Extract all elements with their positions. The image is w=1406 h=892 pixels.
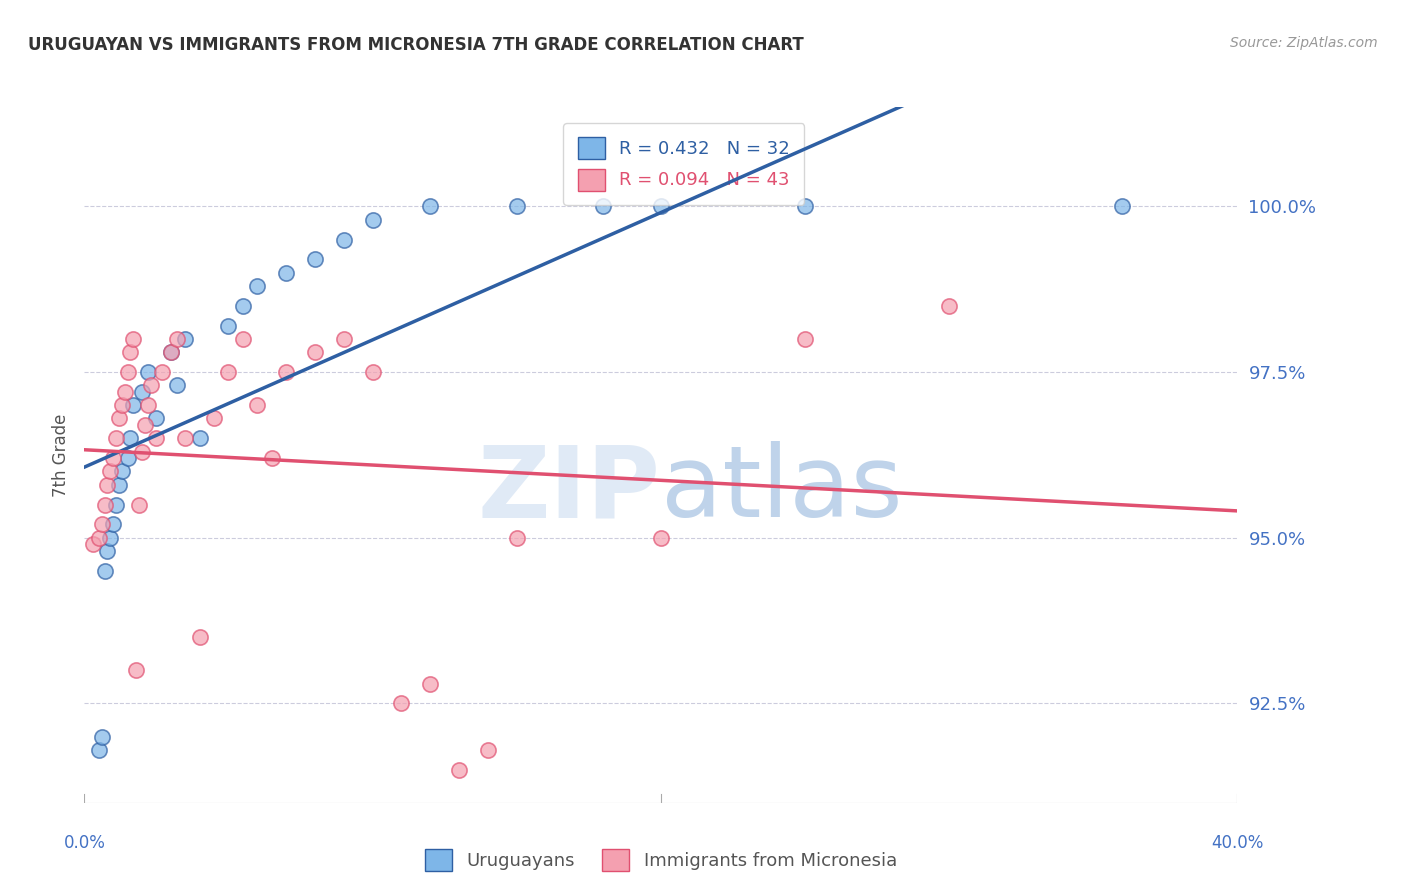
Point bbox=[136, 365, 159, 379]
Point bbox=[166, 378, 188, 392]
Point bbox=[650, 199, 672, 213]
Point bbox=[111, 465, 134, 479]
Point bbox=[160, 345, 183, 359]
Point bbox=[90, 730, 112, 744]
Point bbox=[117, 365, 139, 379]
Point bbox=[188, 630, 211, 644]
Point bbox=[96, 544, 118, 558]
Point bbox=[174, 431, 197, 445]
Point bbox=[108, 477, 131, 491]
Point bbox=[145, 411, 167, 425]
Point bbox=[128, 498, 150, 512]
Point bbox=[103, 517, 124, 532]
Text: Source: ZipAtlas.com: Source: ZipAtlas.com bbox=[1230, 36, 1378, 50]
Point bbox=[218, 318, 240, 333]
Point bbox=[1111, 199, 1133, 213]
Point bbox=[650, 531, 672, 545]
Point bbox=[477, 743, 499, 757]
Legend: Uruguayans, Immigrants from Micronesia: Uruguayans, Immigrants from Micronesia bbox=[418, 842, 904, 879]
Point bbox=[111, 398, 134, 412]
Point bbox=[938, 299, 960, 313]
Point bbox=[150, 365, 173, 379]
Legend: R = 0.432   N = 32, R = 0.094   N = 43: R = 0.432 N = 32, R = 0.094 N = 43 bbox=[564, 123, 804, 205]
Point bbox=[120, 345, 142, 359]
Point bbox=[188, 431, 211, 445]
Point bbox=[304, 345, 326, 359]
Point bbox=[125, 663, 148, 677]
Point bbox=[333, 233, 356, 247]
Point bbox=[108, 411, 131, 425]
Point bbox=[246, 398, 269, 412]
Point bbox=[87, 743, 110, 757]
Point bbox=[592, 199, 614, 213]
Point bbox=[391, 697, 413, 711]
Point bbox=[361, 212, 384, 227]
Point bbox=[131, 444, 153, 458]
Text: atlas: atlas bbox=[661, 442, 903, 538]
Point bbox=[90, 517, 112, 532]
Point bbox=[96, 477, 118, 491]
Point bbox=[93, 564, 115, 578]
Point bbox=[246, 279, 269, 293]
Point bbox=[794, 199, 817, 213]
Point bbox=[87, 531, 110, 545]
Point bbox=[136, 398, 159, 412]
Point bbox=[333, 332, 356, 346]
Point bbox=[304, 252, 326, 267]
Point bbox=[122, 332, 145, 346]
Point bbox=[105, 498, 128, 512]
Point bbox=[449, 763, 471, 777]
Text: ZIP: ZIP bbox=[478, 442, 661, 538]
Point bbox=[794, 332, 817, 346]
Point bbox=[120, 431, 142, 445]
Point bbox=[218, 365, 240, 379]
Point bbox=[117, 451, 139, 466]
Point bbox=[202, 411, 225, 425]
Point bbox=[506, 199, 529, 213]
Point bbox=[145, 431, 167, 445]
Point bbox=[122, 398, 145, 412]
Text: 0.0%: 0.0% bbox=[63, 834, 105, 852]
Point bbox=[232, 332, 254, 346]
Point bbox=[166, 332, 188, 346]
Point bbox=[160, 345, 183, 359]
Point bbox=[131, 384, 153, 399]
Point bbox=[139, 378, 162, 392]
Point bbox=[98, 465, 121, 479]
Point bbox=[361, 365, 384, 379]
Point bbox=[276, 365, 298, 379]
Text: 40.0%: 40.0% bbox=[1211, 834, 1264, 852]
Point bbox=[506, 531, 529, 545]
Point bbox=[98, 531, 121, 545]
Point bbox=[419, 676, 441, 690]
Point bbox=[419, 199, 441, 213]
Point bbox=[103, 451, 124, 466]
Point bbox=[82, 537, 104, 551]
Point bbox=[174, 332, 197, 346]
Point bbox=[276, 266, 298, 280]
Point bbox=[93, 498, 115, 512]
Point bbox=[260, 451, 283, 466]
Point bbox=[232, 299, 254, 313]
Point bbox=[105, 431, 128, 445]
Point bbox=[134, 418, 156, 433]
Text: URUGUAYAN VS IMMIGRANTS FROM MICRONESIA 7TH GRADE CORRELATION CHART: URUGUAYAN VS IMMIGRANTS FROM MICRONESIA … bbox=[28, 36, 804, 54]
Y-axis label: 7th Grade: 7th Grade bbox=[52, 413, 70, 497]
Point bbox=[114, 384, 136, 399]
